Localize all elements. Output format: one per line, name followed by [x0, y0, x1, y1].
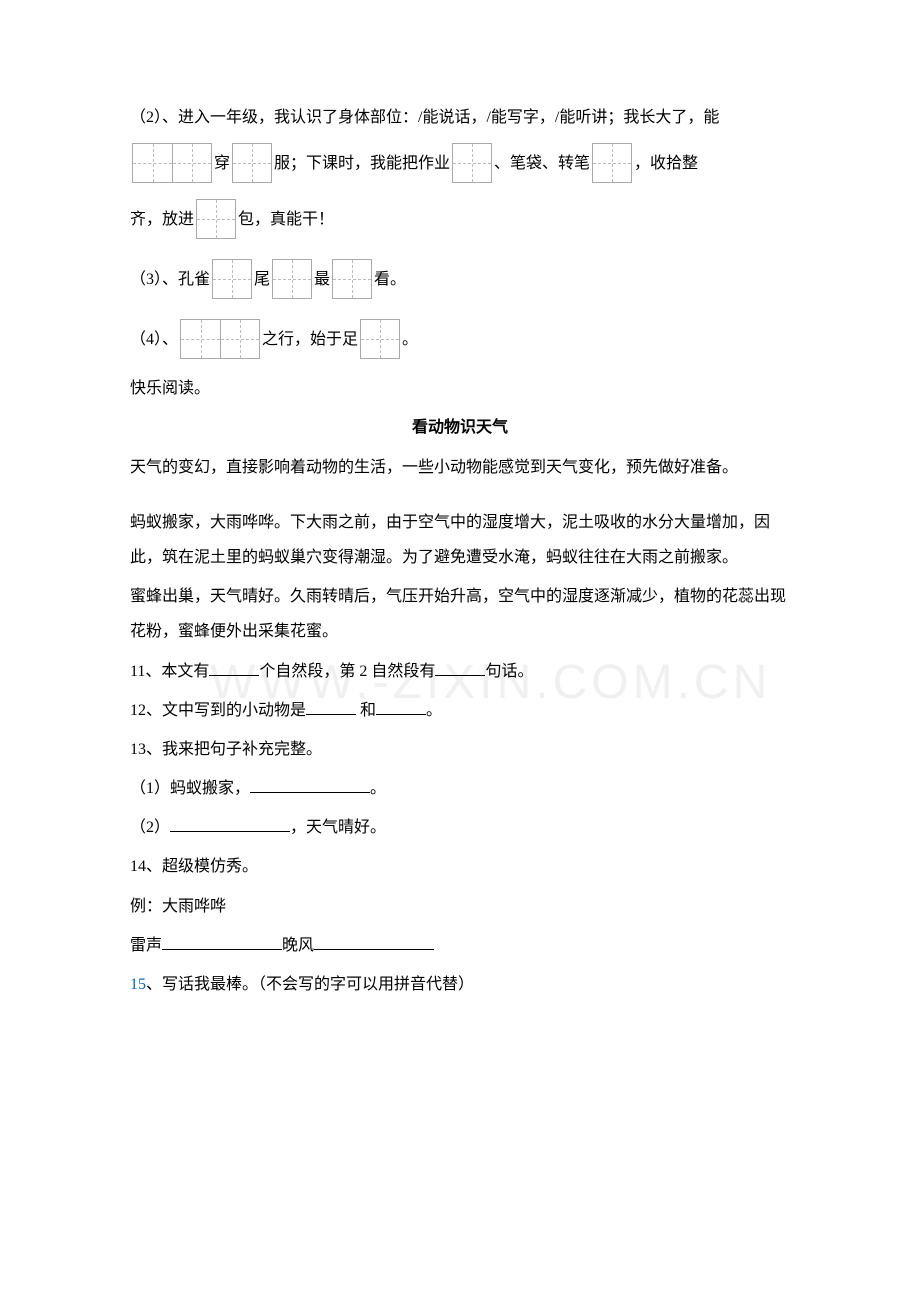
q13-s2: （2） ，天气晴好。 — [130, 810, 790, 845]
blank — [306, 699, 356, 715]
blank — [314, 934, 434, 950]
text: 11、本文有 — [130, 663, 209, 680]
char-box — [272, 259, 312, 299]
text: （1）蚂蚁搬家， — [130, 780, 250, 797]
q2-line1: （2）、进入一年级，我认识了身体部位：/能说话，/能写字，/能听讲；我长大了，能 — [130, 100, 790, 135]
q14-example: 例：大雨哗哗 — [130, 889, 790, 924]
text: （3）、孔雀 — [130, 262, 210, 297]
text: 。 — [402, 322, 418, 357]
char-box — [196, 199, 236, 239]
char-box — [592, 143, 632, 183]
text: 尾 — [254, 262, 270, 297]
text: 和 — [356, 702, 376, 719]
char-box — [452, 143, 492, 183]
text: 齐，放进 — [130, 202, 194, 237]
char-box — [212, 259, 252, 299]
text: 穿 — [214, 146, 230, 181]
reading-title: 看动物识天气 — [130, 410, 790, 445]
document-content: WWW.-ZIXIN.COM.CN （2）、进入一年级，我认识了身体部位：/能说… — [130, 100, 790, 1002]
q15: 15、写话我最棒。（不会写的字可以用拼音代替） — [130, 967, 790, 1002]
q14-fill: 雷声 晚风 — [130, 928, 790, 963]
char-box-double — [132, 143, 212, 183]
text: 雷声 — [130, 937, 162, 954]
reading-header: 快乐阅读。 — [130, 371, 790, 406]
q12: 12、文中写到的小动物是 和 。 — [130, 693, 790, 728]
text: 个自然段，第 2 自然段有 — [259, 663, 435, 680]
text: 。 — [426, 702, 442, 719]
q3-line: （3）、孔雀 尾 最 看。 — [130, 259, 790, 299]
q15-num: 15 — [130, 976, 146, 993]
text: 、写话我最棒。（不会写的字可以用拼音代替） — [146, 976, 474, 993]
blank — [209, 660, 259, 676]
text: （4）、 — [130, 322, 178, 357]
text: 最 — [314, 262, 330, 297]
q13-s1: （1）蚂蚁搬家， 。 — [130, 771, 790, 806]
char-box — [360, 319, 400, 359]
blank — [170, 816, 290, 832]
blank — [435, 660, 485, 676]
reading-p1: 天气的变幻，直接影响着动物的生活，一些小动物能感觉到天气变化，预先做好准备。 — [130, 450, 790, 485]
text: （2） — [130, 819, 170, 836]
q2-intro: （2）、进入一年级，我认识了身体部位：/能说话，/能写字，/能听讲；我长大了，能 — [130, 100, 719, 135]
text: 12、文中写到的小动物是 — [130, 702, 306, 719]
q2-line2: 穿 服；下课时，我能把作业 、笔袋、转笔 ，收拾整 — [130, 143, 790, 183]
char-box-double — [180, 319, 260, 359]
q2-line3: 齐，放进 包，真能干！ — [130, 199, 790, 239]
q4-line: （4）、 之行，始于足 。 — [130, 319, 790, 359]
text: 、笔袋、转笔 — [494, 146, 590, 181]
text: 包，真能干！ — [238, 202, 334, 237]
char-box — [232, 143, 272, 183]
blank — [162, 934, 282, 950]
char-box — [332, 259, 372, 299]
text: 晚风 — [282, 937, 314, 954]
blank — [250, 777, 370, 793]
q11: 11、本文有 个自然段，第 2 自然段有 句话。 — [130, 654, 790, 689]
text: ，天气晴好。 — [290, 819, 386, 836]
text: 句话。 — [485, 663, 533, 680]
q14-header: 14、超级模仿秀。 — [130, 849, 790, 884]
q13-header: 13、我来把句子补充完整。 — [130, 732, 790, 767]
blank — [376, 699, 426, 715]
text: ，收拾整 — [634, 146, 698, 181]
text: 。 — [370, 780, 386, 797]
text: 看。 — [374, 262, 406, 297]
reading-p3: 蜜蜂出巢，天气晴好。久雨转晴后，气压开始升高，空气中的湿度逐渐减少，植物的花蕊出… — [130, 579, 790, 649]
text: 服；下课时，我能把作业 — [274, 146, 450, 181]
text: 之行，始于足 — [262, 322, 358, 357]
reading-p2: 蚂蚁搬家，大雨哗哗。下大雨之前，由于空气中的湿度增大，泥土吸收的水分大量增加，因… — [130, 505, 790, 575]
